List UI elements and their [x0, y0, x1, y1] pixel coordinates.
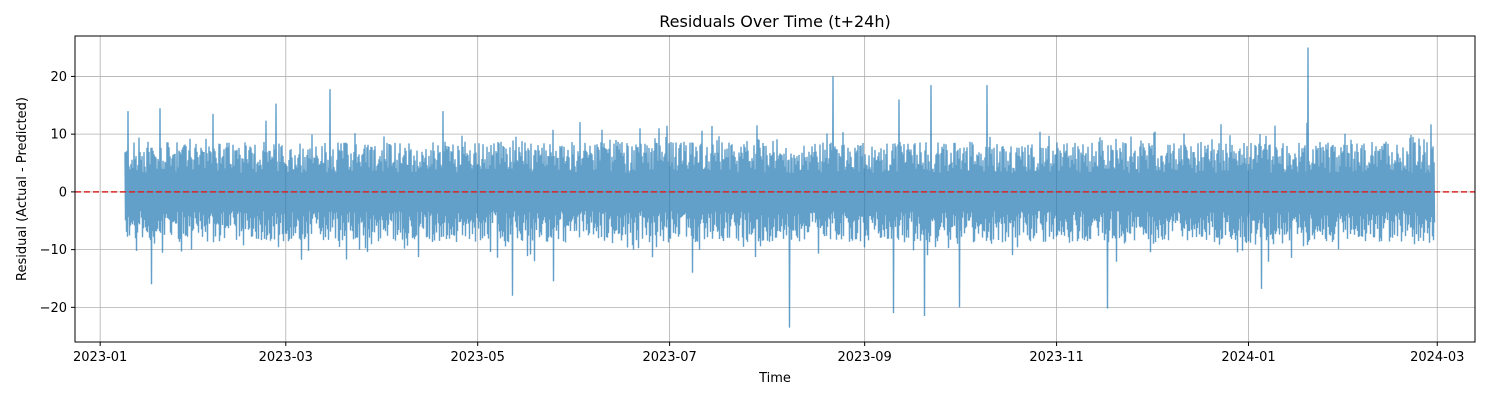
- x-tick-label: 2023-03: [259, 350, 313, 365]
- y-axis-label: Residual (Actual - Predicted): [15, 97, 30, 281]
- y-axis-ticks: −20 −10 0 10 20: [40, 70, 75, 316]
- x-tick-label: 2023-05: [451, 350, 505, 365]
- x-axis-label: Time: [758, 371, 791, 386]
- residual-series: [124, 47, 1436, 328]
- x-tick-label: 2023-09: [837, 350, 891, 365]
- x-tick-label: 2023-07: [642, 350, 696, 365]
- residual-series-line: [124, 47, 1436, 328]
- y-tick-label: −10: [40, 243, 67, 258]
- x-tick-label: 2024-03: [1410, 350, 1464, 365]
- x-tick-label: 2023-11: [1029, 350, 1083, 365]
- plot-frame: [74, 35, 1476, 343]
- y-tick-label: 0: [59, 185, 67, 200]
- chart-title: Residuals Over Time (t+24h): [659, 12, 890, 31]
- x-axis-ticks: 2023-01 2023-03 2023-05 2023-07 2023-09 2023-…: [73, 342, 1464, 365]
- y-tick-label: −20: [40, 301, 67, 316]
- y-tick-label: 20: [50, 70, 67, 85]
- x-tick-label: 2024-01: [1221, 350, 1275, 365]
- x-tick-label: 2023-01: [73, 350, 127, 365]
- y-tick-label: 10: [50, 128, 67, 143]
